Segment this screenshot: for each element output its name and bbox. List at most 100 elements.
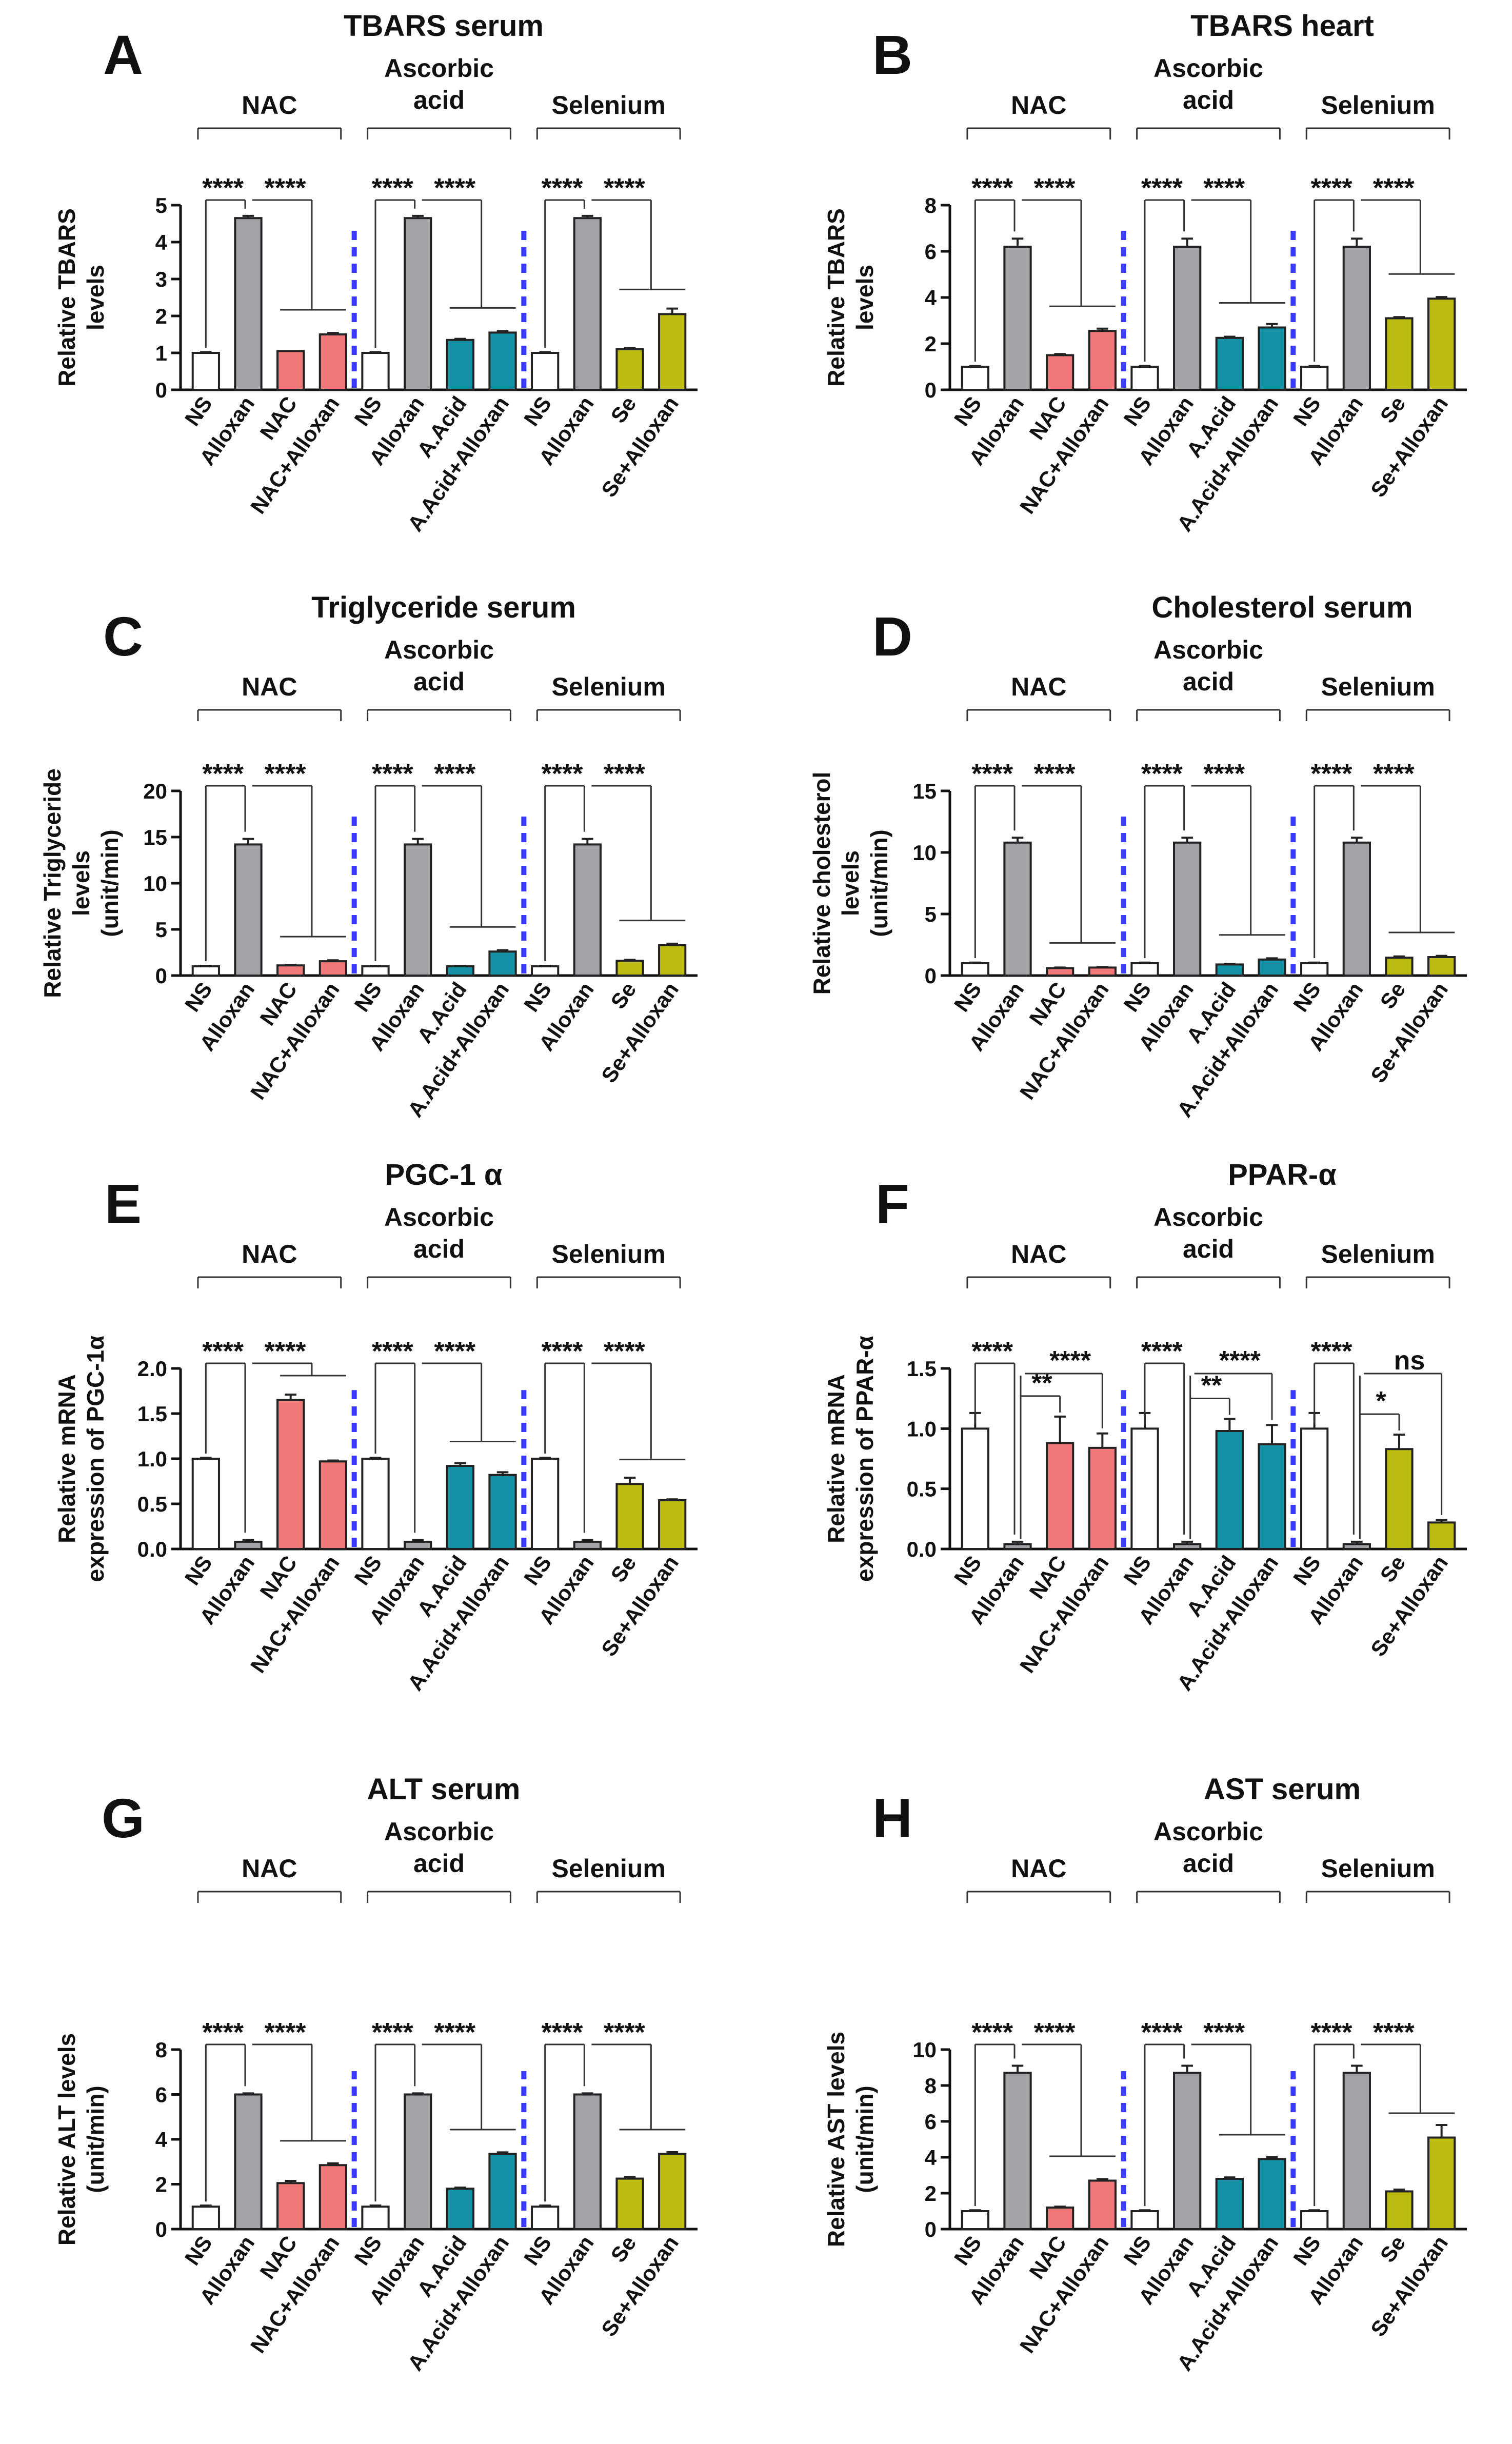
group-label: acid	[413, 1849, 465, 1878]
bar	[1046, 967, 1075, 977]
group-label: acid	[1183, 667, 1234, 696]
panel-F: PPAR-α F NAC Ascorbic acid Selenium 0.0 0.5 1.0 1…	[823, 1158, 1467, 1695]
bar	[1088, 1446, 1117, 1550]
significance-label: ****	[1049, 1346, 1091, 1376]
bar	[615, 1483, 644, 1551]
bar	[1173, 841, 1202, 977]
significance-label: ****	[1203, 173, 1245, 203]
y-axis-label: Relative Triglyceride	[39, 768, 66, 998]
bar	[1046, 1442, 1075, 1551]
panel-G: ALT serum G NAC Ascorbic acid Selenium 0 2 4 6 8 Re…	[53, 1773, 698, 2375]
x-tick-label: NS	[519, 392, 556, 430]
y-axis-label: (unit/min)	[866, 829, 892, 937]
bar	[488, 331, 517, 391]
y-tick-label: 15	[143, 825, 167, 849]
bar	[1003, 246, 1032, 391]
bar	[234, 217, 263, 391]
chart-title: TBARS serum	[344, 9, 544, 43]
significance-label: ****	[1141, 173, 1183, 203]
group-label: Ascorbic	[1153, 1817, 1263, 1846]
group-label: Selenium	[1321, 91, 1435, 120]
x-tick-label: NS	[1119, 978, 1156, 1016]
y-tick-label: 1.5	[137, 1402, 167, 1426]
y-tick-label: 6	[925, 2110, 937, 2134]
x-tick-label: NS	[180, 392, 217, 430]
y-tick-label: 4	[925, 2145, 937, 2170]
y-tick-label: 5	[155, 193, 167, 217]
significance-label: ****	[1203, 2018, 1245, 2048]
group-label: NAC	[242, 1240, 297, 1268]
bar	[234, 843, 263, 977]
y-tick-label: 8	[925, 193, 937, 217]
bar	[234, 1540, 263, 1550]
group-label: acid	[413, 667, 465, 696]
bar	[488, 1474, 517, 1550]
bar	[276, 964, 305, 977]
bar	[573, 217, 602, 391]
panel-label: G	[102, 1787, 145, 1849]
x-tick-label: NS	[180, 978, 217, 1016]
y-tick-label: 5	[925, 902, 937, 926]
y-tick-label: 2	[925, 332, 937, 356]
bar	[1215, 1430, 1244, 1550]
chart-title: Cholesterol serum	[1151, 591, 1412, 624]
y-tick-label: 1.0	[137, 1447, 167, 1471]
x-tick-label: NS	[1119, 392, 1156, 430]
bar	[1258, 2158, 1286, 2230]
bar	[1342, 1543, 1371, 1550]
y-axis-label: Relative cholesterol	[808, 772, 835, 995]
bar	[961, 962, 989, 977]
bar	[1215, 963, 1244, 977]
x-tick-label: NS	[1119, 1551, 1156, 1589]
y-axis-label: levels	[837, 850, 864, 916]
significance-label: ****	[971, 173, 1013, 203]
significance-label: ****	[604, 173, 646, 203]
y-tick-label: 1.5	[907, 1357, 937, 1381]
bar	[658, 1499, 687, 1550]
y-tick-label: 4	[925, 286, 937, 310]
bar	[234, 2093, 263, 2230]
significance-label: ****	[372, 1337, 414, 1366]
significance-label: ****	[1219, 1346, 1261, 1376]
bar	[1342, 841, 1371, 977]
significance-label: ****	[542, 1337, 584, 1366]
significance-label: ****	[1034, 173, 1076, 203]
bar	[191, 2205, 220, 2230]
bar	[191, 1458, 220, 1550]
bar	[446, 339, 474, 391]
bar	[1385, 2190, 1414, 2230]
bar	[361, 2205, 390, 2230]
x-tick-label: Se	[1375, 2231, 1410, 2267]
significance-label: ****	[202, 759, 244, 789]
y-axis-label: Relative TBARS	[53, 208, 80, 387]
x-tick-label: NS	[949, 978, 986, 1016]
x-tick-label: Se	[1375, 978, 1410, 1013]
significance-label: ****	[202, 1337, 244, 1366]
significance-label: ****	[971, 1337, 1013, 1366]
y-axis-label: levels	[82, 265, 109, 330]
y-tick-label: 2.0	[137, 1357, 167, 1381]
y-axis-label: levels	[68, 850, 94, 916]
significance-label: ****	[1373, 2018, 1415, 2048]
x-tick-label: NS	[519, 978, 556, 1016]
y-tick-label: 3	[155, 267, 167, 291]
x-tick-label: NS	[949, 2231, 986, 2270]
group-label: Ascorbic	[1153, 635, 1263, 664]
y-axis-label: Relative mRNA	[53, 1374, 80, 1543]
significance-label: ****	[265, 1337, 307, 1366]
y-tick-label: 2	[925, 2181, 937, 2205]
bar	[573, 1540, 602, 1550]
bar	[961, 366, 989, 391]
group-label: NAC	[1011, 91, 1066, 120]
panel-B: TBARS heart B NAC Ascorbic acid Selenium 0 2 4 6 8…	[823, 9, 1467, 535]
significance-label: ****	[372, 2018, 414, 2048]
bar	[658, 944, 687, 977]
x-tick-label: NS	[949, 1551, 986, 1589]
chart-title: PGC-1 α	[385, 1158, 502, 1191]
panel-E: PGC-1 α E NAC Ascorbic acid Selenium 0.0 0.5 1.0…	[53, 1158, 698, 1695]
chart-title: ALT serum	[367, 1773, 521, 1806]
bar	[1173, 1543, 1202, 1550]
group-label: Ascorbic	[1153, 54, 1263, 83]
y-tick-label: 10	[912, 841, 937, 865]
